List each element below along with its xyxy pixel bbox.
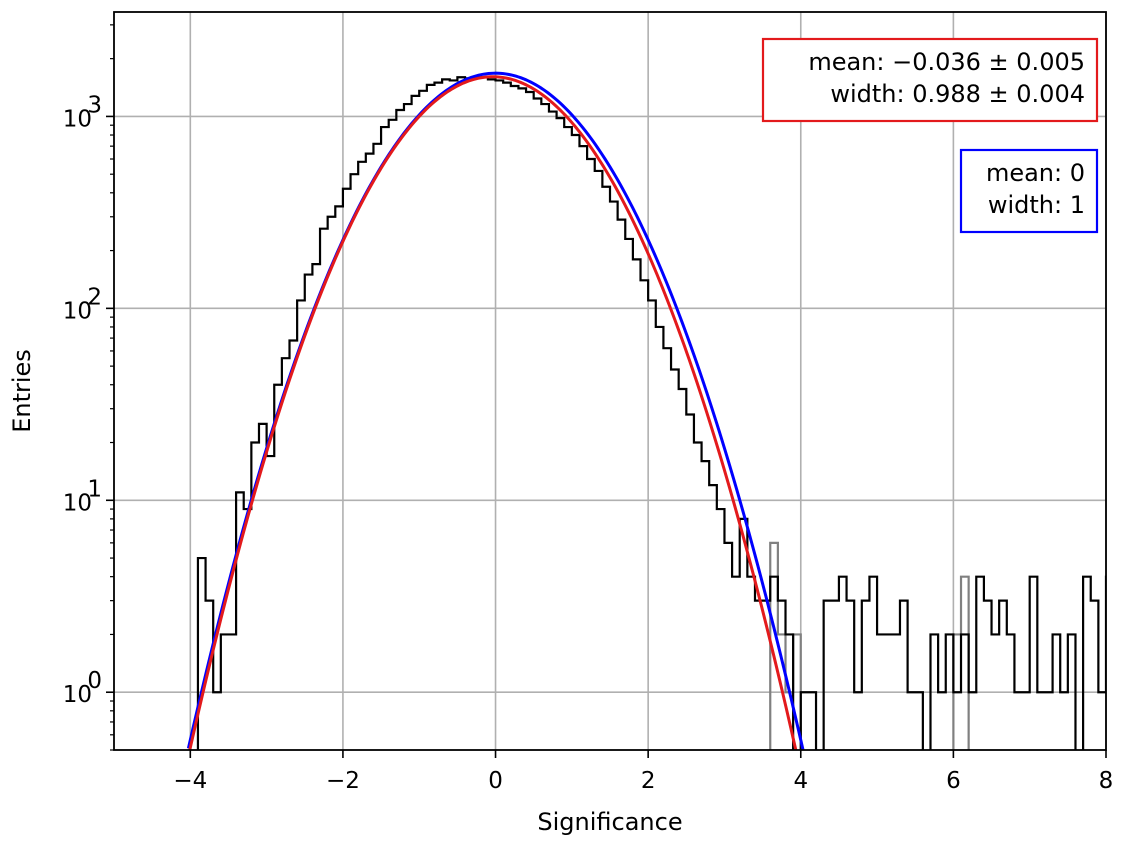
x-tick-label: 6: [946, 768, 961, 794]
histograms: [196, 76, 1106, 750]
x-axis-ticks: −4 −2 0 2 4 6 8: [173, 750, 1113, 794]
grid-lines: [114, 12, 1107, 750]
y-axis-title: Entries: [8, 349, 36, 433]
annotation-box-0: [761, 37, 1099, 123]
x-tick-label: −4: [173, 768, 207, 794]
annotation-box-1: [959, 148, 1099, 234]
y-tick-exponent: 0: [87, 668, 102, 694]
fit-annotations: mean: −0.036 ± 0.005 width: 0.988 ± 0.004…: [761, 37, 1099, 234]
gaussian-curve-1: [188, 75, 798, 750]
y-tick-exponent: 2: [87, 284, 102, 310]
annotation-line: mean: −0.036 ± 0.005: [808, 48, 1085, 76]
x-tick-label: 4: [793, 768, 808, 794]
y-tick-label: 10: [63, 106, 92, 132]
gaussian-curves: [186, 71, 805, 750]
x-tick-label: −2: [326, 768, 360, 794]
x-tick-label: 0: [488, 768, 503, 794]
annotation-line: mean: 0: [986, 159, 1085, 187]
annotation-line: width: 1: [988, 191, 1085, 219]
x-tick-label: 8: [1099, 768, 1114, 794]
annotation-line: width: 0.988 ± 0.004: [830, 80, 1085, 108]
x-axis-title: Significance: [537, 808, 682, 836]
histogram-series-1: [196, 76, 1106, 750]
y-tick-label: 10: [63, 298, 92, 324]
y-tick-label: 10: [63, 490, 92, 516]
y-tick-label: 10: [63, 682, 92, 708]
x-tick-label: 2: [641, 768, 656, 794]
y-tick-exponent: 3: [87, 92, 102, 118]
y-tick-exponent: 1: [87, 476, 102, 502]
plot-frame: [113, 11, 1107, 751]
